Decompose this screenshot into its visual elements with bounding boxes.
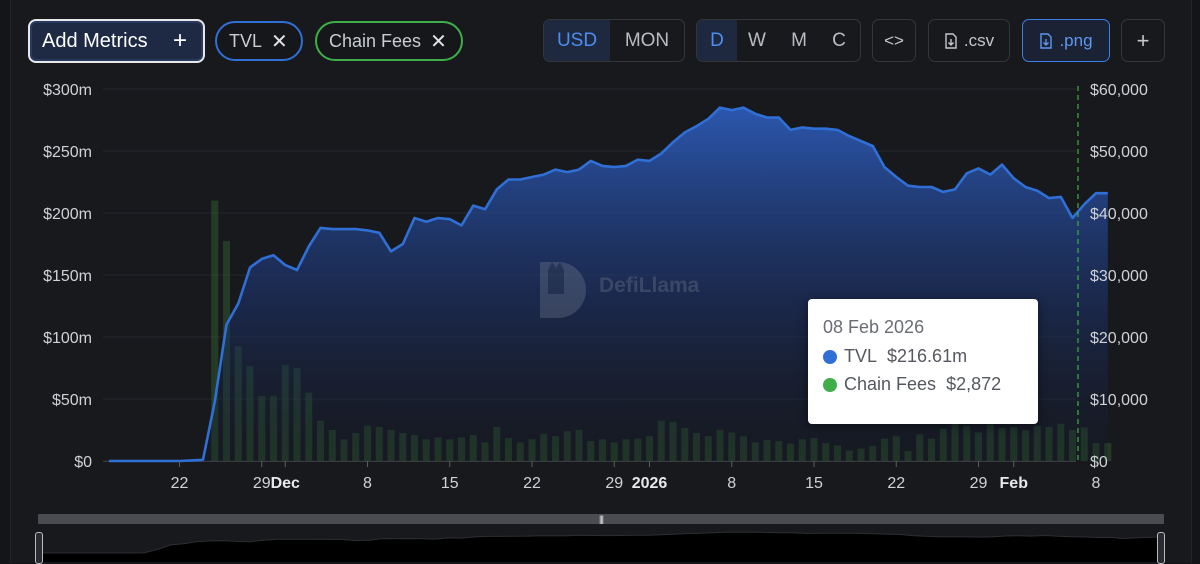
download-csv-label: .csv: [963, 30, 995, 50]
x-axis-tick-label: 22: [887, 475, 905, 492]
period-option-monthly[interactable]: M: [791, 29, 807, 51]
period-option-cumulative[interactable]: C: [832, 29, 846, 51]
left-axis-tick-label: $0: [74, 454, 92, 471]
left-axis-tick-label: $300m: [43, 82, 92, 99]
left-axis-tick-label: $150m: [43, 268, 92, 285]
plus-icon: +: [1136, 27, 1150, 53]
chart-toolbar: Add Metrics + TVL ✕ Chain Fees ✕ USD MON…: [0, 19, 1200, 63]
metric-pill-tvl[interactable]: TVL ✕: [215, 21, 303, 61]
right-axis: $0 $10,000 $20,000 $30,000 $40,000 $50,000 $60…: [1090, 82, 1148, 471]
download-csv-button[interactable]: .csv: [928, 19, 1010, 62]
x-axis-tick-label: 15: [441, 475, 459, 492]
period-option-daily[interactable]: D: [697, 20, 737, 61]
range-slider-right-handle[interactable]: [1157, 532, 1165, 564]
currency-toggle: USD MON: [543, 19, 685, 62]
right-axis-tick-label: $50,000: [1090, 144, 1148, 161]
period-option-weekly[interactable]: W: [748, 29, 766, 51]
right-axis-tick-label: $10,000: [1090, 392, 1148, 409]
tvl-legend-dot: [823, 349, 837, 364]
more-options-button[interactable]: +: [1121, 19, 1165, 62]
right-axis-tick-label: $30,000: [1090, 268, 1148, 285]
right-axis-tick-label: $0: [1090, 454, 1108, 471]
left-axis-tick-label: $250m: [43, 144, 92, 161]
watermark-text: DefiLlama: [599, 274, 700, 297]
x-axis: 22 29 Dec 8 15 22 29 2026 8 15 22 29 Feb 8: [171, 461, 1101, 492]
x-axis-tick-label: 8: [727, 475, 736, 492]
currency-option-usd[interactable]: USD: [544, 20, 610, 61]
x-axis-tick-label: 8: [1092, 475, 1101, 492]
left-axis-tick-label: $50m: [52, 392, 92, 409]
x-axis-tick-label: 15: [805, 475, 823, 492]
x-axis-tick-label: Dec: [271, 475, 300, 492]
chain-fees-bar: [211, 200, 219, 461]
range-slider[interactable]: |||: [35, 514, 1165, 564]
range-slider-preview: [38, 531, 1164, 563]
grip-icon[interactable]: |||: [598, 514, 604, 524]
llama-logo-icon: [540, 262, 586, 318]
add-metrics-label: Add Metrics: [42, 29, 148, 52]
x-axis-tick-label: 2026: [632, 475, 668, 492]
file-download-icon: [1040, 32, 1053, 49]
close-icon[interactable]: ✕: [271, 30, 288, 53]
range-slider-track[interactable]: [38, 514, 1164, 524]
close-icon[interactable]: ✕: [430, 30, 447, 53]
x-axis-tick-label: 29: [605, 475, 623, 492]
left-axis: $0 $50m $100m $150m $200m $250m $300m: [43, 82, 92, 471]
file-download-icon: [945, 32, 957, 49]
download-png-button[interactable]: .png: [1022, 19, 1110, 62]
chart-canvas[interactable]: $0 $50m $100m $150m $200m $250m $300m $0 $10,00…: [0, 0, 1200, 510]
x-axis-tick-label: 22: [171, 475, 189, 492]
metric-pill-chain-fees[interactable]: Chain Fees ✕: [315, 21, 463, 61]
tvl-line: [109, 106, 1108, 463]
tooltip-fees-value: $2,872: [946, 374, 1002, 394]
plus-icon: +: [172, 27, 187, 54]
tooltip-fees-label: Chain Fees: [844, 374, 937, 394]
x-axis-tick-label: 29: [253, 475, 271, 492]
llama-head-icon: [548, 262, 564, 294]
left-axis-tick-label: $100m: [43, 330, 92, 347]
left-axis-tick-label: $200m: [43, 206, 92, 223]
embed-code-icon: <>: [884, 30, 904, 50]
period-toggle: D W M C: [696, 19, 861, 62]
x-axis-tick-label: 8: [363, 475, 372, 492]
tooltip-row-tvl: TVL $216.61m: [823, 346, 1038, 367]
currency-option-mon[interactable]: MON: [624, 29, 670, 51]
metric-pill-label: Chain Fees: [329, 30, 422, 51]
chart-tooltip: 08 Feb 2026 TVL $216.61m Chain Fees $2,8…: [808, 299, 1038, 424]
download-png-label: .png: [1059, 30, 1093, 50]
right-axis-tick-label: $20,000: [1090, 330, 1148, 347]
x-axis-tick-label: 22: [523, 475, 541, 492]
tooltip-row-chain-fees: Chain Fees $2,872: [823, 374, 1038, 395]
embed-button[interactable]: <>: [872, 19, 916, 62]
right-axis-tick-label: $40,000: [1090, 206, 1148, 223]
watermark: DefiLlama: [540, 262, 700, 318]
right-axis-tick-label: $60,000: [1090, 82, 1148, 99]
tooltip-tvl-value: $216.61m: [887, 346, 968, 366]
x-axis-tick-label: 29: [970, 475, 988, 492]
tooltip-date: 08 Feb 2026: [823, 317, 925, 337]
tooltip-tvl-label: TVL: [844, 346, 878, 366]
x-axis-tick-label: Feb: [1000, 475, 1029, 492]
metric-pill-label: TVL: [229, 30, 263, 51]
add-metrics-button[interactable]: Add Metrics +: [28, 19, 205, 63]
chain-fees-legend-dot: [823, 377, 837, 392]
range-slider-left-handle[interactable]: [35, 532, 43, 564]
